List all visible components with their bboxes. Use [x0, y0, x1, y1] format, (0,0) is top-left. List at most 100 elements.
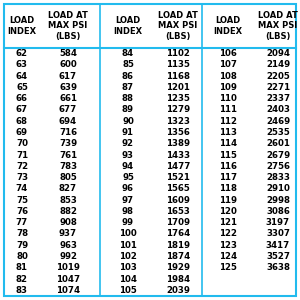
Text: 121: 121 — [219, 218, 237, 227]
Text: 937: 937 — [59, 230, 77, 238]
Text: 827: 827 — [59, 184, 77, 194]
Text: 83: 83 — [16, 286, 28, 295]
Text: 71: 71 — [16, 151, 28, 160]
Text: 70: 70 — [16, 139, 28, 148]
Text: 91: 91 — [122, 128, 134, 137]
Text: 69: 69 — [16, 128, 28, 137]
Text: 123: 123 — [219, 241, 237, 250]
Text: LOAD
INDEX: LOAD INDEX — [113, 16, 142, 36]
Text: 76: 76 — [16, 207, 28, 216]
Text: 64: 64 — [16, 72, 28, 81]
Text: 68: 68 — [16, 117, 28, 126]
Text: 2205: 2205 — [266, 72, 290, 81]
Text: 1819: 1819 — [166, 241, 190, 250]
Text: 1874: 1874 — [166, 252, 190, 261]
Text: LOAD AT
MAX PSI
(LBS): LOAD AT MAX PSI (LBS) — [158, 11, 198, 41]
Text: 109: 109 — [219, 83, 237, 92]
Text: 3086: 3086 — [266, 207, 290, 216]
Text: 1764: 1764 — [166, 230, 190, 238]
Text: 120: 120 — [219, 207, 237, 216]
Text: 119: 119 — [219, 196, 237, 205]
Text: 115: 115 — [219, 151, 237, 160]
Text: 992: 992 — [59, 252, 77, 261]
Text: 99: 99 — [122, 218, 134, 227]
Text: 639: 639 — [59, 83, 77, 92]
Text: LOAD
INDEX: LOAD INDEX — [213, 16, 243, 36]
Text: 1279: 1279 — [166, 106, 190, 115]
Text: 783: 783 — [59, 162, 77, 171]
Text: 102: 102 — [119, 252, 137, 261]
Text: 98: 98 — [122, 207, 134, 216]
Text: 86: 86 — [122, 72, 134, 81]
Text: 1984: 1984 — [166, 274, 190, 284]
Text: 1168: 1168 — [166, 72, 190, 81]
Text: 2535: 2535 — [266, 128, 290, 137]
Text: 100: 100 — [119, 230, 137, 238]
Text: 3307: 3307 — [266, 230, 290, 238]
Text: 62: 62 — [16, 49, 28, 58]
Text: 661: 661 — [59, 94, 77, 103]
Text: 74: 74 — [16, 184, 28, 194]
Text: 112: 112 — [219, 117, 237, 126]
Text: 1433: 1433 — [166, 151, 190, 160]
Text: 1609: 1609 — [166, 196, 190, 205]
Text: 1521: 1521 — [166, 173, 190, 182]
Text: 97: 97 — [122, 196, 134, 205]
Text: 1135: 1135 — [166, 60, 190, 69]
Text: 93: 93 — [122, 151, 134, 160]
Text: 1102: 1102 — [166, 49, 190, 58]
Text: 1709: 1709 — [166, 218, 190, 227]
Text: 105: 105 — [119, 286, 137, 295]
Text: 1047: 1047 — [56, 274, 80, 284]
Text: 2094: 2094 — [266, 49, 290, 58]
Text: 1389: 1389 — [166, 139, 190, 148]
Text: 65: 65 — [16, 83, 28, 92]
Text: 1356: 1356 — [166, 128, 190, 137]
Text: 81: 81 — [16, 263, 28, 272]
Text: 2337: 2337 — [266, 94, 290, 103]
Text: 1653: 1653 — [166, 207, 190, 216]
Text: 107: 107 — [219, 60, 237, 69]
Text: 2679: 2679 — [266, 151, 290, 160]
Text: 73: 73 — [16, 173, 28, 182]
Text: 2756: 2756 — [266, 162, 290, 171]
Text: 739: 739 — [59, 139, 77, 148]
Text: 2039: 2039 — [166, 286, 190, 295]
Text: 1323: 1323 — [166, 117, 190, 126]
Text: 3197: 3197 — [266, 218, 290, 227]
Text: 1235: 1235 — [166, 94, 190, 103]
Text: 108: 108 — [219, 72, 237, 81]
Text: 3527: 3527 — [266, 252, 290, 261]
Text: 85: 85 — [122, 60, 134, 69]
Text: 103: 103 — [119, 263, 137, 272]
Text: 2271: 2271 — [266, 83, 290, 92]
Text: 1565: 1565 — [166, 184, 190, 194]
Text: 84: 84 — [122, 49, 134, 58]
Text: 80: 80 — [16, 252, 28, 261]
Text: 3417: 3417 — [266, 241, 290, 250]
Text: 2149: 2149 — [266, 60, 290, 69]
Text: 805: 805 — [59, 173, 77, 182]
Text: 2910: 2910 — [266, 184, 290, 194]
Text: 2403: 2403 — [266, 106, 290, 115]
Text: 75: 75 — [16, 196, 28, 205]
Text: 79: 79 — [16, 241, 28, 250]
Text: 77: 77 — [16, 218, 28, 227]
Text: 95: 95 — [122, 173, 134, 182]
Text: 1929: 1929 — [166, 263, 190, 272]
Text: 87: 87 — [122, 83, 134, 92]
Text: 882: 882 — [59, 207, 77, 216]
Text: 116: 116 — [219, 162, 237, 171]
Text: 117: 117 — [219, 173, 237, 182]
Text: 82: 82 — [16, 274, 28, 284]
Text: 124: 124 — [219, 252, 237, 261]
Text: 761: 761 — [59, 151, 77, 160]
Text: 3638: 3638 — [266, 263, 290, 272]
Text: 104: 104 — [119, 274, 137, 284]
Text: 110: 110 — [219, 94, 237, 103]
Text: 1477: 1477 — [166, 162, 190, 171]
Text: 66: 66 — [16, 94, 28, 103]
Text: 118: 118 — [219, 184, 237, 194]
Text: 113: 113 — [219, 128, 237, 137]
Text: 94: 94 — [122, 162, 134, 171]
